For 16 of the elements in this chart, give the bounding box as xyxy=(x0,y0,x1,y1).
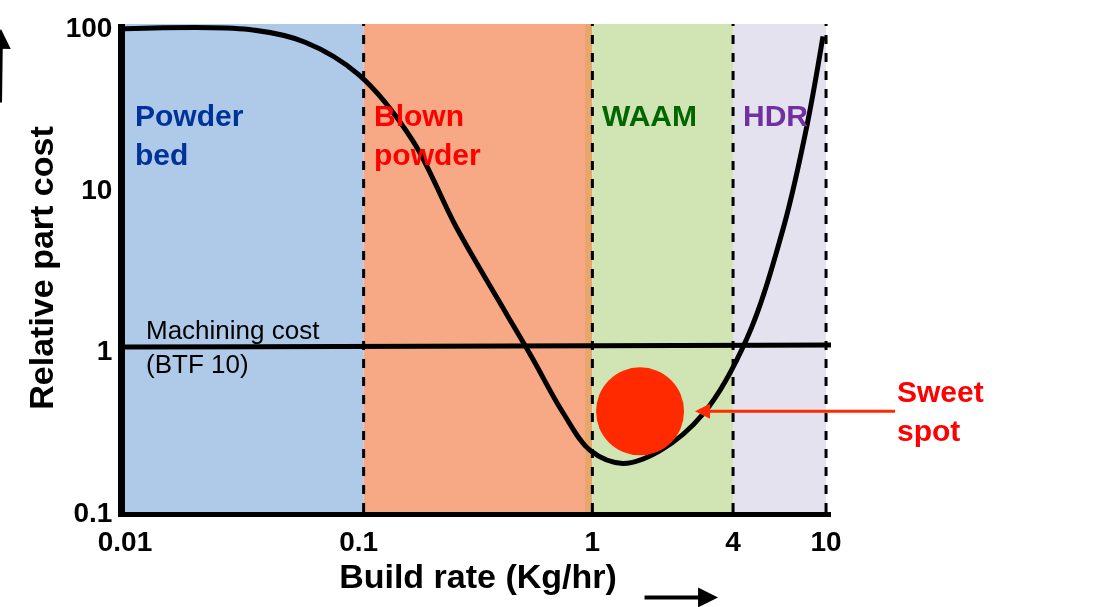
y-axis-title: Relative part cost xyxy=(22,126,61,410)
y-tick-label: 100 xyxy=(65,12,113,44)
annotation: Machining cost (BTF 10) xyxy=(146,315,321,379)
annotation: Sweet spot xyxy=(897,375,984,447)
band-label: Powder bed xyxy=(135,99,244,171)
band-label: WAAM xyxy=(602,99,697,132)
x-tick-label: 4 xyxy=(725,525,742,557)
x-tick-label: 10 xyxy=(810,525,842,557)
x-tick-label: 1 xyxy=(584,525,601,557)
y-tick-label: 0.1 xyxy=(73,496,113,528)
band-label: HDR xyxy=(743,99,809,132)
x-tick-label: 0.01 xyxy=(97,525,153,557)
x-axis-title: Build rate (Kg/hr) xyxy=(339,556,617,595)
y-tick-label: 1 xyxy=(96,335,113,367)
x-tick-label: 0.1 xyxy=(339,525,379,557)
y-tick-label: 10 xyxy=(81,173,113,205)
